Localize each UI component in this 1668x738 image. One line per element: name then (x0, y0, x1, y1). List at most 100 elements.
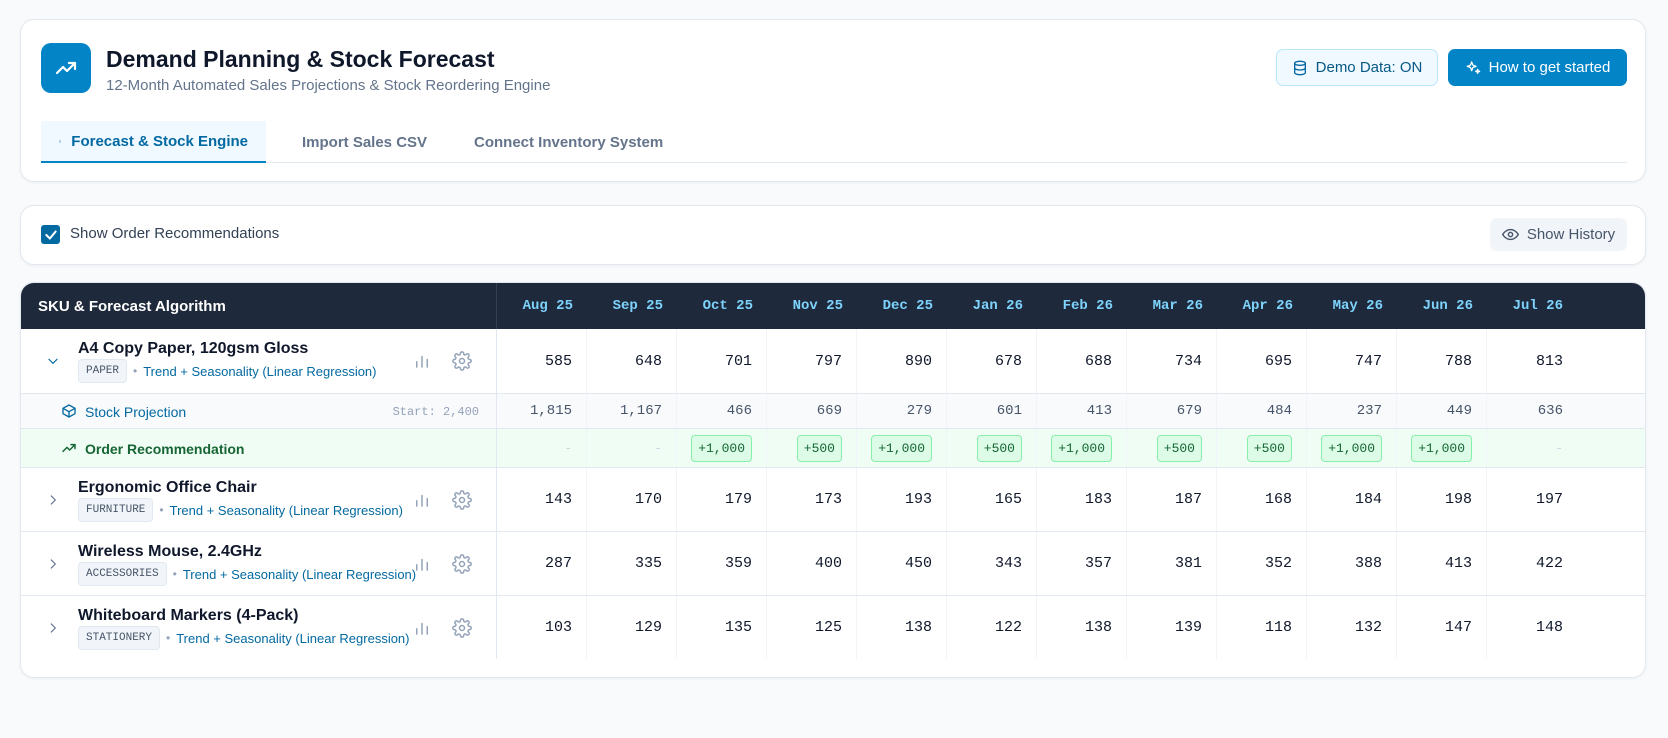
forecast-cell: 335 (587, 532, 677, 595)
bar-chart-icon[interactable] (413, 619, 431, 637)
forecast-cell: 585 (497, 329, 587, 393)
tab-connect-inventory-system[interactable]: Connect Inventory System (446, 121, 676, 163)
category-badge: PAPER (78, 359, 128, 383)
chevron-right-icon[interactable] (46, 621, 60, 635)
stock-projection-cell: 279 (857, 394, 947, 428)
no-order-marker: - (654, 440, 662, 456)
tab-forecast-stock-engine[interactable]: Forecast & Stock Engine (41, 121, 266, 163)
show-history-button[interactable]: Show History (1490, 218, 1627, 251)
order-recommendation-cell: - (497, 429, 587, 467)
bar-chart-icon[interactable] (413, 491, 431, 509)
gear-icon[interactable] (452, 351, 472, 371)
sku-name: A4 Copy Paper, 120gsm Gloss (78, 340, 309, 357)
bar-chart-icon[interactable] (413, 352, 431, 370)
stock-projection-cell: 237 (1307, 394, 1397, 428)
stock-projection-info: Stock Projection Start: 2,400 (21, 394, 497, 428)
forecast-cell: 701 (677, 329, 767, 393)
sku-name: Whiteboard Markers (4-Pack) (78, 607, 299, 624)
tab-import-sales-csv[interactable]: Import Sales CSV (274, 121, 444, 163)
forecast-cell: 132 (1307, 596, 1397, 659)
algorithm-link[interactable]: Trend + Seasonality (Linear Regression) (169, 502, 403, 518)
stock-projection-cell: 1,815 (497, 394, 587, 428)
algorithm-link[interactable]: Trend + Seasonality (Linear Regression) (143, 363, 377, 379)
show-recommendations-label[interactable]: Show Order Recommendations (70, 225, 280, 242)
sku-name: Wireless Mouse, 2.4GHz (78, 543, 262, 560)
table-header: SKU & Forecast Algorithm Aug 25 Sep 25 Oct… (21, 283, 1645, 329)
sku-meta: PAPER • Trend + Seasonality (Linear Regr… (78, 359, 377, 383)
trending-up-icon (55, 61, 77, 75)
sku-column-header: SKU & Forecast Algorithm (38, 298, 226, 315)
sku-row: Ergonomic Office Chair FURNITURE • Trend… (21, 467, 1645, 531)
order-badge[interactable]: +1,000 (1321, 434, 1382, 462)
stock-projection-cell: 1,167 (587, 394, 677, 428)
forecast-cell: 450 (857, 532, 947, 595)
order-recommendation-cell: - (1487, 429, 1577, 467)
month-header: Nov 25 (792, 298, 843, 314)
forecast-cell: 422 (1535, 555, 1563, 572)
order-badge[interactable]: +500 (1246, 434, 1292, 462)
stock-projection-cell: 669 (767, 394, 857, 428)
tab-label: Connect Inventory System (474, 133, 664, 151)
chevron-right-icon[interactable] (46, 493, 60, 507)
order-recommendation-row: Order Recommendation - - +1,000 +500 +1,000 +… (21, 428, 1645, 467)
tab-label: Forecast & Stock Engine (71, 132, 248, 150)
separator-dot: • (166, 631, 171, 645)
order-badge[interactable]: +1,000 (871, 434, 932, 462)
demo-data-toggle-button[interactable]: Demo Data: ON (1276, 49, 1438, 86)
forecast-cell: 797 (767, 329, 857, 393)
header-divider (496, 283, 497, 329)
gear-icon[interactable] (452, 490, 472, 510)
month-header: Apr 26 (1242, 298, 1293, 314)
month-header: Jun 26 (1422, 298, 1473, 314)
forecast-cell: 890 (857, 329, 947, 393)
order-badge[interactable]: +1,000 (691, 434, 752, 462)
forecast-cell: 139 (1127, 596, 1217, 659)
forecast-cell: 193 (857, 468, 947, 531)
check-icon (44, 229, 57, 240)
get-started-button[interactable]: How to get started (1448, 49, 1627, 86)
gear-icon[interactable] (452, 618, 472, 638)
order-badge[interactable]: +500 (1156, 434, 1202, 462)
box-icon (62, 404, 76, 418)
algorithm-link[interactable]: Trend + Seasonality (Linear Regression) (176, 630, 410, 646)
order-recommendation-cell: +500 (1127, 429, 1217, 467)
forecast-cell: 143 (497, 468, 587, 531)
database-icon (1293, 60, 1306, 75)
order-recommendation-cell: +500 (1217, 429, 1307, 467)
category-badge: ACCESSORIES (78, 562, 167, 586)
show-recommendations-checkbox[interactable] (41, 225, 60, 244)
chevron-down-icon[interactable] (46, 354, 60, 368)
no-order-marker: - (1555, 440, 1563, 456)
stock-projection-cell: 413 (1037, 394, 1127, 428)
order-recommendation-cell: +1,000 (857, 429, 947, 467)
forecast-cell: 352 (1217, 532, 1307, 595)
order-recommendation-cell: - (587, 429, 677, 467)
forecast-cell: 688 (1037, 329, 1127, 393)
trending-up-icon (62, 443, 76, 453)
chevron-right-icon[interactable] (46, 557, 60, 571)
forecast-cell: 147 (1397, 596, 1487, 659)
month-header: May 26 (1332, 298, 1383, 314)
forecast-cell: 734 (1127, 329, 1217, 393)
order-badge[interactable]: +1,000 (1411, 434, 1472, 462)
separator-dot: • (133, 364, 138, 378)
forecast-cell: 184 (1307, 468, 1397, 531)
stock-projection-cell: 449 (1397, 394, 1487, 428)
sparkles-icon (1466, 60, 1480, 74)
gear-icon[interactable] (452, 554, 472, 574)
stock-start-label: Start: 2,400 (392, 405, 479, 419)
order-badge[interactable]: +500 (796, 434, 842, 462)
forecast-cell: 788 (1397, 329, 1487, 393)
category-badge: STATIONERY (78, 626, 161, 650)
tab-label: Import Sales CSV (302, 133, 428, 151)
forecast-table: SKU & Forecast Algorithm Aug 25 Sep 25 Oct… (20, 282, 1646, 678)
order-recommendation-cell: +1,000 (1307, 429, 1397, 467)
forecast-cell: 187 (1127, 468, 1217, 531)
order-badge[interactable]: +500 (976, 434, 1022, 462)
algorithm-link[interactable]: Trend + Seasonality (Linear Regression) (182, 566, 417, 582)
forecast-cell: 168 (1217, 468, 1307, 531)
bar-chart-icon[interactable] (413, 555, 431, 573)
eye-icon (1501, 228, 1519, 241)
order-badge[interactable]: +1,000 (1051, 434, 1112, 462)
stock-projection-row: Stock Projection Start: 2,400 1,815 1,167… (21, 393, 1645, 428)
